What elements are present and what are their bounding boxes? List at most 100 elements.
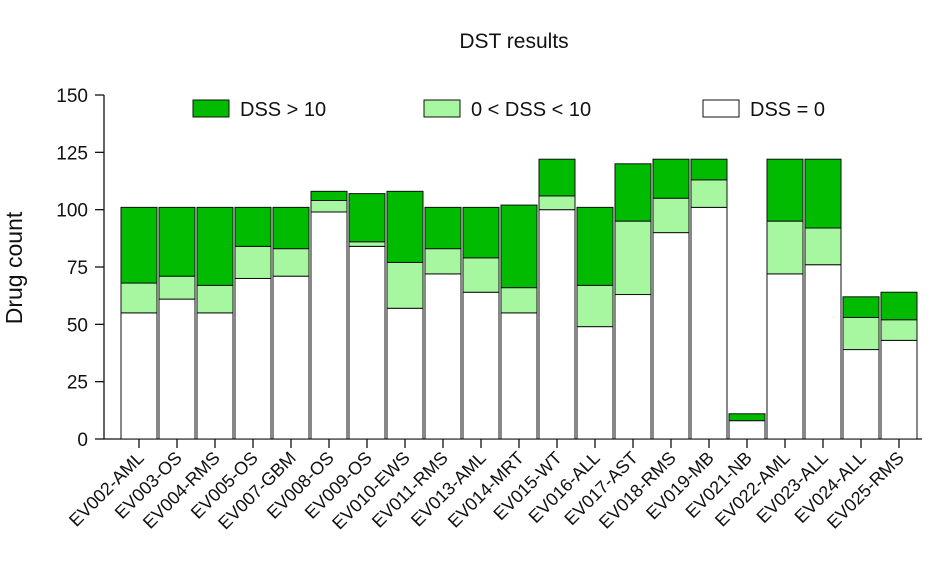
bar-segment	[690, 179, 728, 208]
bar-stack	[500, 204, 538, 440]
bar-segment	[804, 227, 842, 266]
bar-segment	[500, 312, 538, 440]
bar-segment	[462, 206, 500, 259]
bar-segment	[538, 158, 576, 197]
bar-segment	[310, 199, 348, 213]
legend-item: DSS = 0	[702, 99, 825, 121]
bar-segment	[880, 291, 918, 321]
legend-item: 0 < DSS < 10	[423, 99, 591, 121]
bar-segment	[652, 197, 690, 234]
bar-segment	[728, 420, 766, 440]
bar-segment	[614, 220, 652, 296]
y-tick-label: 50	[67, 315, 88, 336]
bar-segment	[690, 206, 728, 440]
bar-stack	[424, 206, 462, 440]
bar-segment	[424, 206, 462, 250]
bar-stack	[462, 206, 500, 440]
bar-segment	[576, 326, 614, 440]
bar-segment	[880, 319, 918, 341]
bar-segment	[842, 349, 880, 440]
bar-segment	[272, 275, 310, 440]
bar-segment	[538, 195, 576, 211]
bar-segment	[386, 190, 424, 263]
y-axis: 0 25 50 75 100 125 150	[56, 86, 105, 451]
bar-segment	[196, 206, 234, 286]
bar-segment	[804, 158, 842, 229]
bar-stack	[576, 206, 614, 440]
bar-stack	[196, 206, 234, 440]
bar-stack	[652, 158, 690, 440]
bar-segment	[690, 158, 728, 181]
bar-segment	[310, 190, 348, 201]
bar-segment	[652, 232, 690, 440]
y-tick-label: 150	[56, 86, 88, 107]
bar-segment	[842, 296, 880, 318]
bar-segment	[500, 287, 538, 314]
bar-stack	[158, 206, 196, 440]
legend-swatch	[702, 99, 740, 118]
bar-segment	[538, 209, 576, 440]
bar-segment	[842, 316, 880, 351]
bar-segment	[310, 211, 348, 440]
y-tick-label: 125	[56, 143, 88, 164]
bar-stack	[728, 413, 766, 440]
bar-segment	[196, 312, 234, 440]
bar-stack	[614, 163, 652, 440]
bar-stack	[386, 190, 424, 440]
bar-segment	[424, 248, 462, 275]
bar-segment	[766, 158, 804, 222]
y-tick-label: 25	[67, 373, 88, 394]
bar-segment	[576, 206, 614, 286]
bar-stack	[842, 296, 880, 440]
x-axis: EV002-AMLEV003-OSEV004-RMSEV005-OSEV007-…	[65, 438, 922, 533]
chart-title: DST results	[459, 30, 568, 53]
bar-segment	[766, 220, 804, 275]
bar-segment	[386, 307, 424, 440]
bar-segment	[728, 413, 766, 422]
legend-swatch	[423, 99, 461, 118]
bar-segment	[120, 206, 158, 284]
bar-segment	[234, 277, 272, 440]
bar-segment	[158, 298, 196, 440]
bar-segment	[766, 273, 804, 440]
bar-stack	[880, 291, 918, 440]
y-tick-label: 75	[67, 258, 88, 279]
bar-segment	[272, 206, 310, 250]
bar-segment	[234, 245, 272, 279]
bar-segment	[272, 248, 310, 277]
bar-segment	[348, 245, 386, 440]
legend-label: DSS > 10	[240, 99, 326, 121]
bar-segment	[348, 193, 386, 243]
bar-segment	[576, 284, 614, 328]
bar-segment	[158, 206, 196, 277]
bar-segment	[386, 261, 424, 309]
bar-segment	[348, 241, 386, 247]
bar-segment	[462, 291, 500, 440]
bar-segment	[158, 275, 196, 300]
bar-stack	[234, 206, 272, 440]
bar-stack	[120, 206, 158, 440]
bar-segment	[652, 158, 690, 199]
legend-swatch	[192, 99, 230, 118]
bars-group	[120, 158, 918, 440]
bar-segment	[120, 312, 158, 440]
legend-label: DSS = 0	[750, 99, 825, 121]
legend-item: DSS > 10	[192, 99, 326, 121]
bar-stack	[804, 158, 842, 440]
bar-stack	[310, 190, 348, 440]
bar-segment	[196, 284, 234, 314]
bar-stack	[690, 158, 728, 440]
y-axis-title: Drug count	[1, 211, 27, 324]
bar-segment	[120, 282, 158, 314]
y-tick-label: 0	[77, 430, 88, 451]
bar-stack	[348, 193, 386, 440]
bar-segment	[500, 204, 538, 289]
bar-segment	[614, 163, 652, 222]
bar-segment	[234, 206, 272, 247]
legend-label: 0 < DSS < 10	[471, 99, 591, 121]
bar-segment	[462, 257, 500, 293]
bar-stack	[766, 158, 804, 440]
bar-segment	[424, 273, 462, 440]
